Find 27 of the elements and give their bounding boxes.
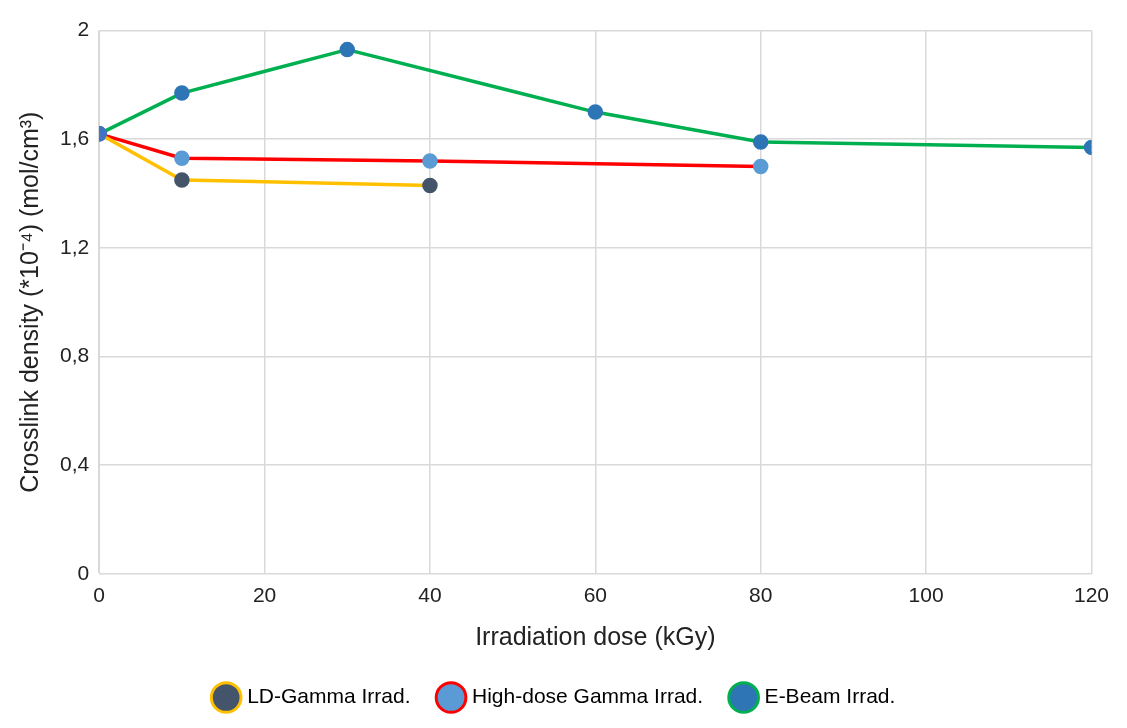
- y-tick-label: 0,8: [59, 343, 90, 367]
- y-tick-label: 1,2: [59, 234, 90, 258]
- point: [174, 150, 190, 166]
- legend-label: LD-Gamma Irrad.: [247, 684, 411, 708]
- point: [339, 41, 356, 58]
- x-tick-label: 120: [1073, 583, 1109, 607]
- point: [587, 104, 604, 120]
- y-tick-label: 1,6: [59, 126, 90, 150]
- point: [174, 172, 190, 188]
- legend-label: E-Beam Irrad.: [764, 684, 896, 708]
- y-tick-label: 2: [77, 17, 90, 41]
- legend-label: High-dose Gamma Irrad.: [472, 684, 704, 708]
- x-tick-label: 0: [93, 583, 106, 607]
- x-tick-label: 20: [252, 583, 277, 607]
- y-tick-label: 0: [77, 560, 90, 584]
- x-tick-label: 80: [749, 583, 773, 607]
- point: [752, 158, 769, 175]
- x-tick-label: 60: [583, 583, 608, 607]
- point: [422, 177, 438, 194]
- point: [422, 153, 438, 169]
- point: [174, 85, 190, 101]
- x-axis-title: Irradiation dose (kGy): [475, 621, 716, 650]
- y-tick-label: 0,4: [59, 451, 90, 475]
- x-tick-label: 40: [418, 583, 442, 607]
- y-axis-title: Crosslink density (*10⁻⁴) (mol/cm³): [14, 111, 43, 493]
- x-tick-label: 100: [908, 583, 944, 607]
- point: [752, 134, 769, 150]
